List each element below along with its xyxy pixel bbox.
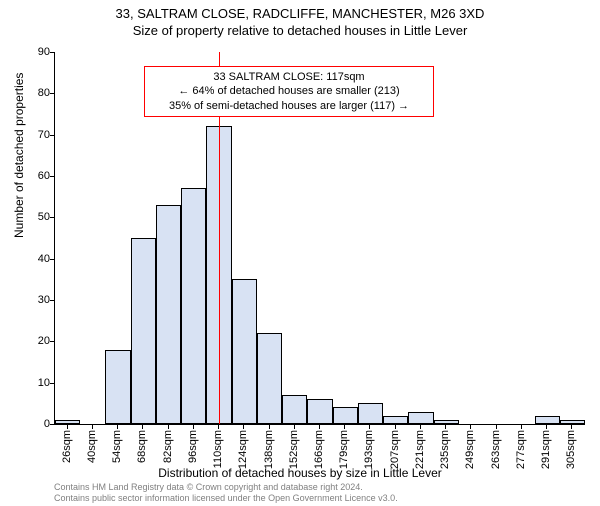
xtick-label: 249sqm xyxy=(464,430,476,469)
credits-line-1: Contains HM Land Registry data © Crown c… xyxy=(54,482,398,493)
bar xyxy=(535,416,560,424)
bar xyxy=(156,205,181,424)
xtick-mark xyxy=(269,424,270,429)
title-subtitle: Size of property relative to detached ho… xyxy=(0,23,600,38)
credits: Contains HM Land Registry data © Crown c… xyxy=(54,482,398,504)
xtick-mark xyxy=(521,424,522,429)
xtick-label: 221sqm xyxy=(414,430,426,469)
ytick-label: 20 xyxy=(26,335,50,347)
xtick-mark xyxy=(117,424,118,429)
y-axis-label: Number of detached properties xyxy=(12,73,26,238)
ytick-mark xyxy=(50,383,55,384)
xtick-mark xyxy=(496,424,497,429)
xtick-label: 110sqm xyxy=(212,430,224,468)
bar xyxy=(383,416,408,424)
bar xyxy=(181,188,206,424)
ytick-mark xyxy=(50,300,55,301)
ytick-mark xyxy=(50,341,55,342)
xtick-label: 207sqm xyxy=(389,430,401,469)
xtick-label: 124sqm xyxy=(237,430,249,469)
xtick-label: 54sqm xyxy=(111,430,123,463)
annotation-line-2: ← 64% of detached houses are smaller (21… xyxy=(151,84,427,98)
annotation-box: 33 SALTRAM CLOSE: 117sqm ← 64% of detach… xyxy=(144,66,434,117)
annotation-line-3: 35% of semi-detached houses are larger (… xyxy=(151,99,427,113)
xtick-mark xyxy=(193,424,194,429)
ytick-label: 90 xyxy=(26,46,50,58)
bar xyxy=(408,412,433,424)
title-address: 33, SALTRAM CLOSE, RADCLIFFE, MANCHESTER… xyxy=(0,6,600,21)
xtick-label: 291sqm xyxy=(540,430,552,469)
xtick-label: 138sqm xyxy=(263,430,275,469)
ytick-label: 30 xyxy=(26,294,50,306)
bar xyxy=(358,403,383,424)
xtick-mark xyxy=(470,424,471,429)
xtick-label: 68sqm xyxy=(136,430,148,463)
xtick-mark xyxy=(67,424,68,429)
xtick-label: 235sqm xyxy=(439,430,451,469)
xtick-mark xyxy=(319,424,320,429)
xtick-label: 40sqm xyxy=(86,430,98,463)
xtick-label: 179sqm xyxy=(338,430,350,469)
ytick-label: 70 xyxy=(26,129,50,141)
ytick-label: 60 xyxy=(26,170,50,182)
ytick-label: 50 xyxy=(26,211,50,223)
xtick-label: 166sqm xyxy=(313,430,325,469)
xtick-mark xyxy=(546,424,547,429)
bar xyxy=(257,333,282,424)
bar xyxy=(105,350,130,424)
chart-titles: 33, SALTRAM CLOSE, RADCLIFFE, MANCHESTER… xyxy=(0,6,600,38)
xtick-mark xyxy=(243,424,244,429)
xtick-mark xyxy=(218,424,219,429)
xtick-label: 82sqm xyxy=(162,430,174,463)
xtick-mark xyxy=(92,424,93,429)
bar xyxy=(131,238,156,424)
ytick-label: 10 xyxy=(26,377,50,389)
chart-area: 33 SALTRAM CLOSE: 117sqm ← 64% of detach… xyxy=(54,52,584,424)
xtick-mark xyxy=(294,424,295,429)
xtick-label: 263sqm xyxy=(490,430,502,469)
bar xyxy=(282,395,307,424)
xtick-label: 277sqm xyxy=(515,430,527,469)
ytick-mark xyxy=(50,259,55,260)
xtick-mark xyxy=(344,424,345,429)
xtick-label: 193sqm xyxy=(363,430,375,469)
bar xyxy=(307,399,332,424)
xtick-mark xyxy=(142,424,143,429)
xtick-label: 152sqm xyxy=(288,430,300,469)
bar xyxy=(232,279,257,424)
bar xyxy=(55,420,80,424)
xtick-mark xyxy=(168,424,169,429)
xtick-mark xyxy=(445,424,446,429)
xtick-label: 96sqm xyxy=(187,430,199,463)
xtick-mark xyxy=(395,424,396,429)
xtick-mark xyxy=(369,424,370,429)
ytick-label: 80 xyxy=(26,87,50,99)
ytick-mark xyxy=(50,135,55,136)
xtick-mark xyxy=(571,424,572,429)
bar xyxy=(333,407,358,424)
xtick-label: 305sqm xyxy=(565,430,577,469)
annotation-line-1: 33 SALTRAM CLOSE: 117sqm xyxy=(151,70,427,84)
xtick-mark xyxy=(420,424,421,429)
credits-line-2: Contains public sector information licen… xyxy=(54,493,398,504)
ytick-mark xyxy=(50,52,55,53)
ytick-label: 40 xyxy=(26,253,50,265)
ytick-mark xyxy=(50,217,55,218)
xtick-label: 26sqm xyxy=(61,430,73,463)
ytick-mark xyxy=(50,93,55,94)
x-axis-label: Distribution of detached houses by size … xyxy=(0,466,600,480)
ytick-mark xyxy=(50,424,55,425)
ytick-label: 0 xyxy=(26,418,50,430)
ytick-mark xyxy=(50,176,55,177)
